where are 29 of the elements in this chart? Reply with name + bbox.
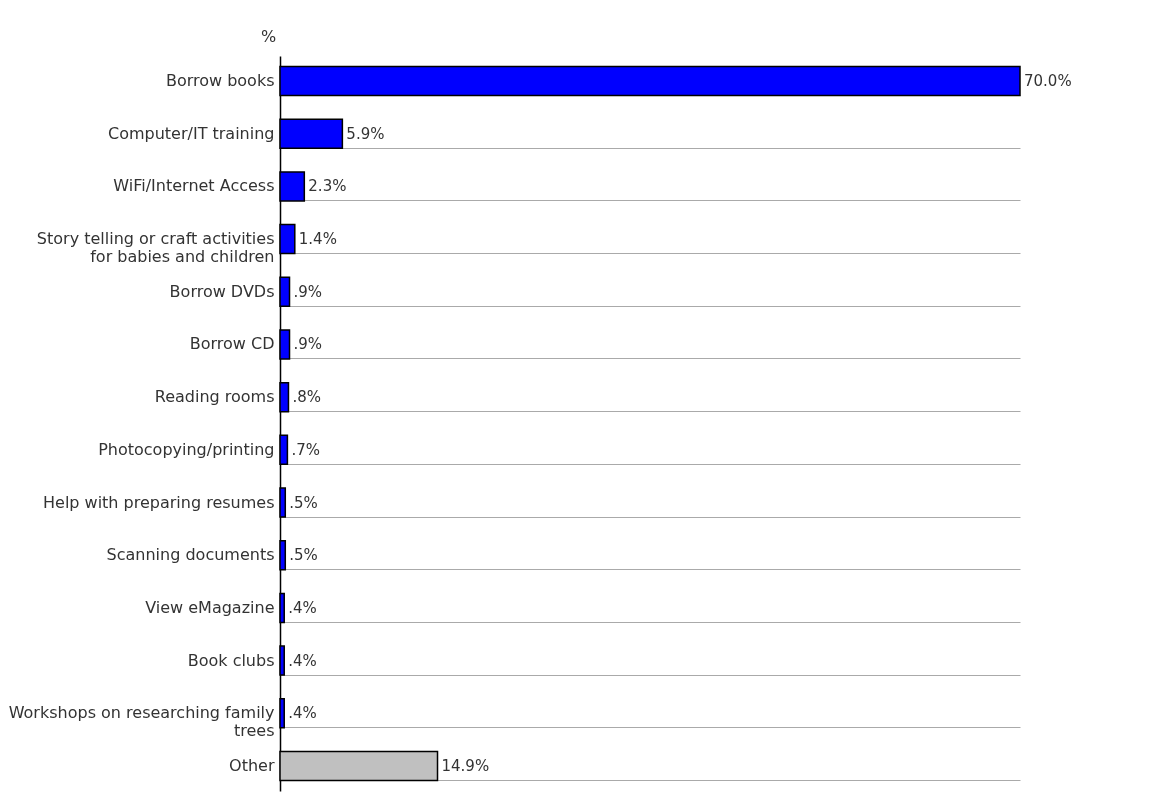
data-label: 2.3% (308, 177, 347, 196)
data-label: .4% (288, 651, 317, 670)
y-tick-label: Borrow DVDs (169, 281, 275, 301)
data-label: .9% (293, 282, 323, 301)
y-tick-label: Photocopying/printing (98, 439, 275, 459)
y-tick-label: Story telling or craft activities for babies and children (36, 229, 275, 267)
y-tick-label: Reading rooms (154, 387, 275, 407)
y-tick-label: Computer/IT training (108, 123, 275, 143)
data-label: 70.0% (1024, 72, 1072, 91)
data-label: .4% (288, 598, 317, 617)
y-tick-label: Borrow books (165, 71, 275, 91)
data-label: .5% (289, 493, 318, 512)
data-label: .4% (288, 704, 317, 723)
y-tick-label: Other (229, 755, 275, 775)
y-tick-label: View eMagazine (145, 597, 275, 617)
x-axis-title: % (260, 26, 277, 46)
data-label: .8% (292, 388, 322, 407)
data-label: 5.9% (346, 124, 385, 143)
y-tick-label: WiFi/Internet Access (113, 176, 275, 196)
data-label: .9% (293, 335, 323, 354)
y-tick-label: Borrow CD (189, 334, 275, 354)
y-tick-label: Book clubs (187, 650, 275, 670)
y-tick-label: Help with preparing resumes (43, 492, 275, 512)
data-label: .7% (291, 440, 320, 459)
data-label: 14.9% (441, 756, 490, 775)
y-tick-label: Workshops on researching family trees (8, 703, 275, 741)
y-tick-label: Scanning documents (106, 545, 275, 565)
data-label: 1.4% (298, 230, 337, 249)
data-label: .5% (289, 546, 318, 565)
